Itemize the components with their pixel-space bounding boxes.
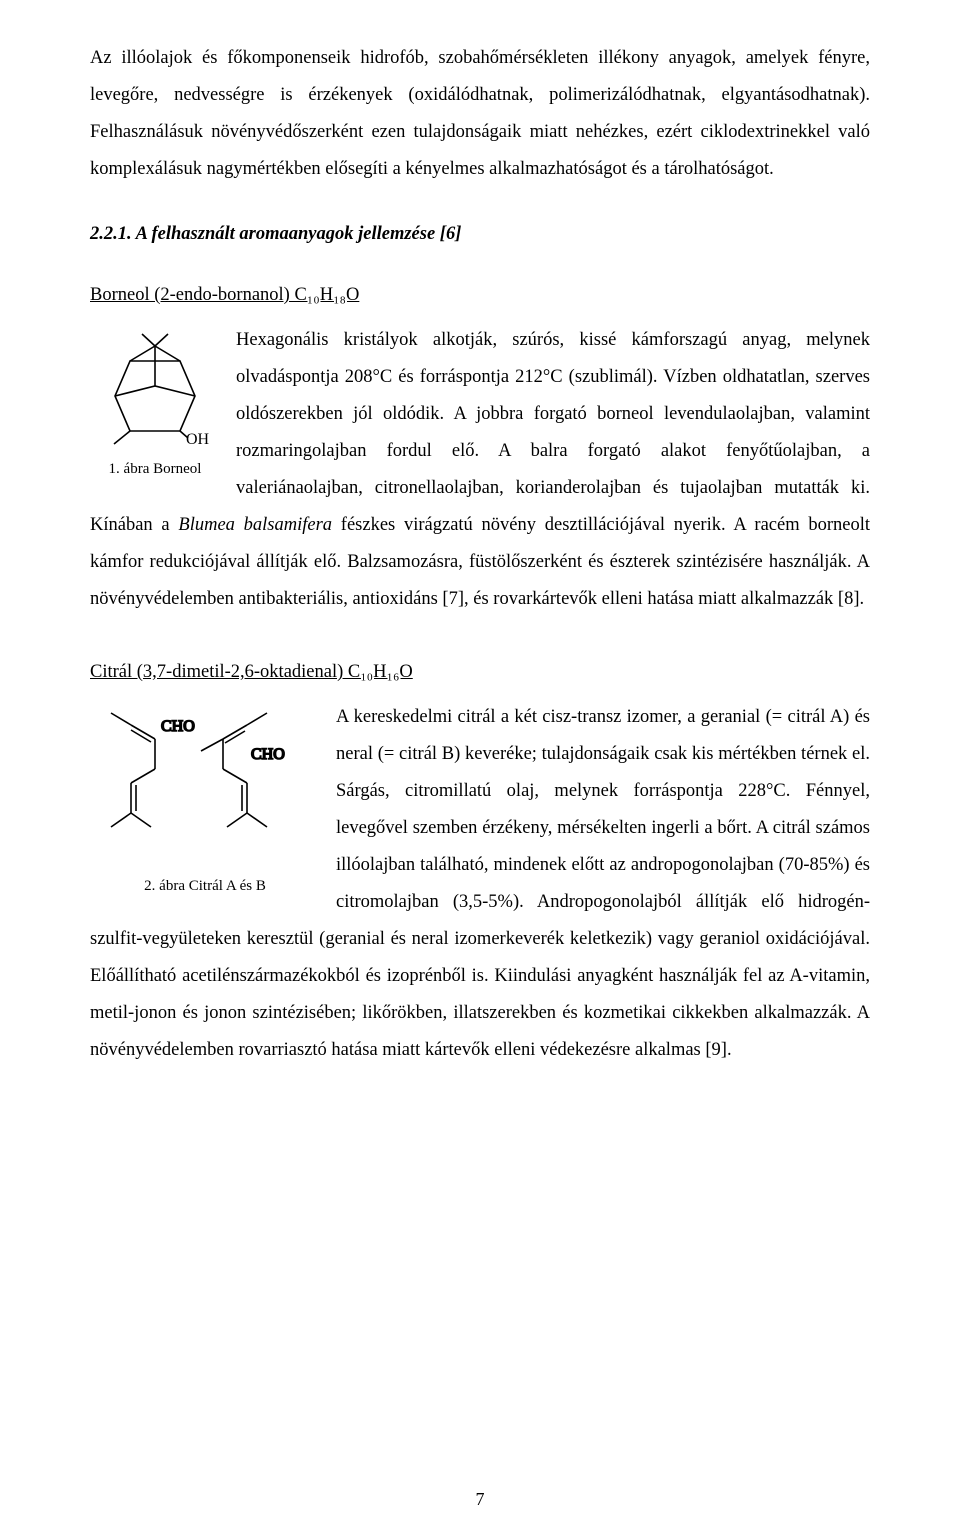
citral-entry: CHO CHO 2. ábra Citrál A és B A keresked… bbox=[90, 699, 870, 1093]
borneol-entry: OH 1. ábra Borneol Hexagonális kristályo… bbox=[90, 322, 870, 642]
borneol-body-italic: Blumea balsamifera bbox=[178, 515, 332, 535]
borneol-title: Borneol (2-endo-bornanol) C₁₀H₁₈O bbox=[90, 277, 870, 314]
citral-caption: 2. ábra Citrál A és B bbox=[90, 877, 320, 895]
page-number: 7 bbox=[0, 1481, 960, 1517]
borneol-structure-icon: OH bbox=[100, 326, 210, 456]
borneol-figure: OH 1. ábra Borneol bbox=[90, 326, 220, 478]
cho-label-b: CHO bbox=[251, 746, 285, 763]
section-heading: 2.2.1. A felhasznált aromaanyagok jellem… bbox=[90, 216, 870, 253]
citral-figure: CHO CHO 2. ábra Citrál A és B bbox=[90, 703, 320, 895]
oh-label: OH bbox=[186, 431, 210, 448]
intro-paragraph: Az illóolajok és főkomponenseik hidrofób… bbox=[90, 40, 870, 188]
citral-structure-icon: CHO CHO bbox=[95, 703, 315, 873]
cho-label-a: CHO bbox=[161, 718, 195, 735]
borneol-caption: 1. ábra Borneol bbox=[90, 460, 220, 478]
citral-title: Citrál (3,7-dimetil-2,6-oktadienal) C₁₀H… bbox=[90, 654, 870, 691]
